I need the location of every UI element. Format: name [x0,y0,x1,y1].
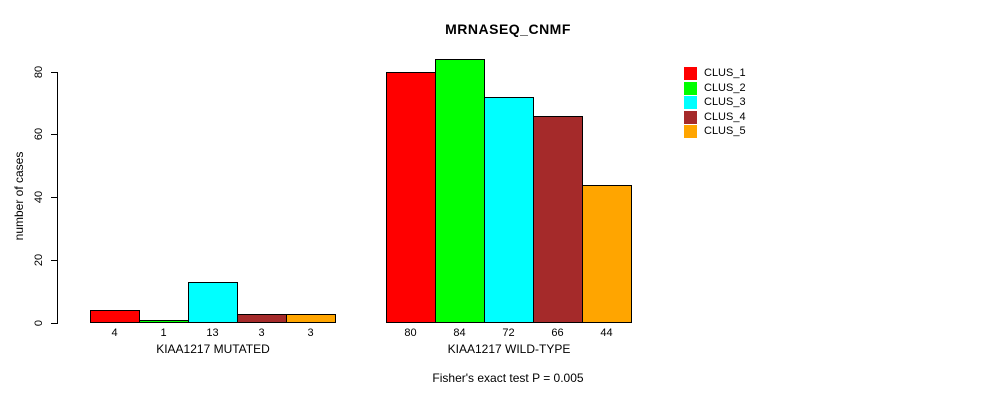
legend-label: CLUS_2 [704,81,746,94]
y-tick-mark [51,72,58,73]
legend-item-clus_1: CLUS_1 [684,66,746,80]
bar-clus_1-group2 [386,72,436,323]
bar-value-label: 72 [502,327,515,339]
bar-clus_5-group1 [286,314,336,323]
annotation-text: Fisher's exact test P = 0.005 [432,371,584,385]
group-label-1: KIAA1217 MUTATED [156,342,270,356]
bar-clus_2-group1 [139,320,189,323]
bar-value-label: 44 [600,327,613,339]
y-tick-mark [51,323,58,324]
bar-value-label: 84 [453,327,466,339]
y-axis-line [57,72,58,324]
legend-label: CLUS_5 [704,124,746,137]
bar-clus_3-group2 [484,97,534,323]
bar-clus_3-group1 [188,282,238,323]
y-tick-label: 60 [33,127,45,141]
legend-label: CLUS_3 [704,95,746,108]
y-tick-label: 20 [33,253,45,267]
group-label-2: KIAA1217 WILD-TYPE [447,342,571,356]
legend-item-clus_2: CLUS_2 [684,81,746,95]
y-axis-label: number of cases [12,151,26,241]
legend-swatch-clus_3 [684,95,697,109]
legend-swatch-clus_2 [684,81,697,95]
y-tick-mark [51,134,58,135]
legend-label: CLUS_4 [704,110,746,123]
y-tick-mark [51,260,58,261]
y-tick-label: 40 [33,190,45,204]
legend-item-clus_4: CLUS_4 [684,110,746,124]
bar-value-label: 3 [258,327,265,339]
bar-clus_4-group1 [237,314,287,323]
legend-swatch-clus_1 [684,66,697,80]
bar-clus_5-group2 [582,185,632,323]
bar-clus_1-group1 [90,310,140,323]
bar-clus_2-group2 [435,59,485,323]
bar-value-label: 80 [404,327,417,339]
y-tick-mark [51,197,58,198]
y-tick-label: 80 [33,65,45,79]
legend-swatch-clus_4 [684,110,697,124]
bar-value-label: 66 [551,327,564,339]
legend-swatch-clus_5 [684,124,697,138]
chart-title: MRNASEQ_CNMF [445,21,571,37]
bar-value-label: 3 [307,327,314,339]
bar-value-label: 13 [206,327,219,339]
legend-label: CLUS_1 [704,66,746,79]
bar-value-label: 1 [160,327,167,339]
bar-value-label: 4 [111,327,118,339]
legend-item-clus_3: CLUS_3 [684,95,746,109]
y-tick-label: 0 [33,319,45,327]
bar-clus_4-group2 [533,116,583,323]
legend-item-clus_5: CLUS_5 [684,124,746,138]
